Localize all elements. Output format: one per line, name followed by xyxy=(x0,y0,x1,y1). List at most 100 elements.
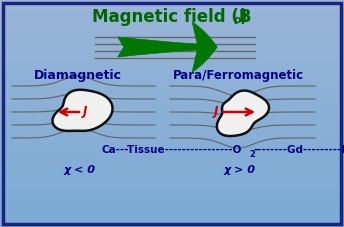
Bar xyxy=(0,97,344,98)
Bar xyxy=(0,71,344,72)
Bar xyxy=(0,4,344,5)
Bar xyxy=(0,139,344,140)
Bar xyxy=(0,48,344,49)
Bar xyxy=(0,166,344,167)
Bar xyxy=(0,169,344,170)
Bar xyxy=(0,77,344,78)
Bar xyxy=(0,160,344,161)
Bar xyxy=(0,185,344,186)
Bar xyxy=(0,199,344,200)
Bar xyxy=(0,189,344,190)
Polygon shape xyxy=(217,91,269,136)
Text: Magnetic field (B: Magnetic field (B xyxy=(92,8,252,26)
Bar xyxy=(0,212,344,213)
Bar xyxy=(0,134,344,135)
Bar xyxy=(0,104,344,105)
Bar xyxy=(0,211,344,212)
Bar xyxy=(0,30,344,31)
Bar xyxy=(0,70,344,71)
Bar xyxy=(0,33,344,34)
Bar xyxy=(0,192,344,193)
Bar xyxy=(0,167,344,168)
Bar xyxy=(0,39,344,40)
Bar xyxy=(0,116,344,117)
Bar xyxy=(0,179,344,180)
Bar xyxy=(0,73,344,74)
Bar xyxy=(0,68,344,69)
Bar xyxy=(0,197,344,198)
Bar xyxy=(0,224,344,225)
Bar xyxy=(0,57,344,58)
Bar xyxy=(0,7,344,8)
Bar xyxy=(0,225,344,226)
Bar xyxy=(0,90,344,91)
Bar xyxy=(0,168,344,169)
Bar xyxy=(0,208,344,209)
Text: 2: 2 xyxy=(249,150,255,159)
Bar xyxy=(0,100,344,101)
Bar xyxy=(0,0,344,1)
Bar xyxy=(0,55,344,56)
Bar xyxy=(0,172,344,173)
Bar xyxy=(0,20,344,21)
Bar xyxy=(0,159,344,160)
Bar xyxy=(0,120,344,121)
Bar xyxy=(0,114,344,115)
Text: χ > 0: χ > 0 xyxy=(224,165,256,175)
Bar xyxy=(0,66,344,67)
Bar xyxy=(0,87,344,88)
Bar xyxy=(0,64,344,65)
Bar xyxy=(0,187,344,188)
Bar xyxy=(0,149,344,150)
Bar xyxy=(0,184,344,185)
Bar xyxy=(0,117,344,118)
Bar xyxy=(0,215,344,216)
Text: J: J xyxy=(214,106,218,118)
Bar xyxy=(0,193,344,194)
Bar xyxy=(0,18,344,19)
Bar xyxy=(0,183,344,184)
Bar xyxy=(0,188,344,189)
Bar xyxy=(0,75,344,76)
Bar xyxy=(0,12,344,13)
Bar xyxy=(0,113,344,114)
Bar xyxy=(0,165,344,166)
Bar xyxy=(0,24,344,25)
Bar xyxy=(0,102,344,103)
Bar xyxy=(0,175,344,176)
Bar xyxy=(0,206,344,207)
Bar xyxy=(0,23,344,24)
Bar xyxy=(0,53,344,54)
Bar xyxy=(0,223,344,224)
Bar xyxy=(0,78,344,79)
Bar xyxy=(0,198,344,199)
Bar xyxy=(0,21,344,22)
Bar xyxy=(0,29,344,30)
Bar xyxy=(0,144,344,145)
Bar xyxy=(0,210,344,211)
Bar xyxy=(0,145,344,146)
Bar xyxy=(0,158,344,159)
Bar xyxy=(0,46,344,47)
Bar xyxy=(0,38,344,39)
Bar xyxy=(0,47,344,48)
Bar xyxy=(0,41,344,42)
Bar xyxy=(0,91,344,92)
Bar xyxy=(0,34,344,35)
Bar xyxy=(0,99,344,100)
Text: Diamagnetic: Diamagnetic xyxy=(34,69,122,81)
Bar xyxy=(0,128,344,129)
Bar xyxy=(0,174,344,175)
Bar xyxy=(0,152,344,153)
Bar xyxy=(0,109,344,110)
Bar xyxy=(0,85,344,86)
Bar xyxy=(0,49,344,50)
Polygon shape xyxy=(53,90,112,131)
Text: J: J xyxy=(83,106,87,118)
Bar xyxy=(0,220,344,221)
Bar xyxy=(0,89,344,90)
Bar xyxy=(0,45,344,46)
Bar xyxy=(0,1,344,2)
Bar xyxy=(0,171,344,172)
Bar xyxy=(0,123,344,124)
